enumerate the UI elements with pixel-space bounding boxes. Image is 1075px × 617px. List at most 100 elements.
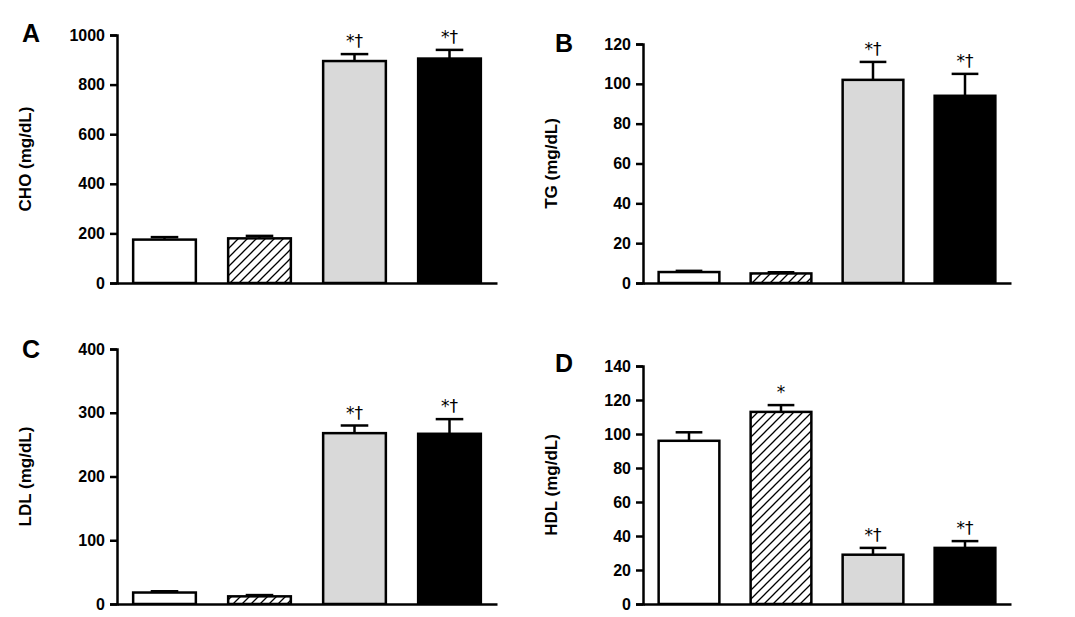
y-tick: 60 [613,494,643,511]
y-tick-mark [110,84,117,87]
plot-area [659,405,996,604]
y-tick: 60 [613,155,643,172]
y-tick-mark [636,43,643,46]
y-tick-mark [636,433,643,436]
y-tick: 20 [613,235,643,252]
x-axis-line [644,282,1012,285]
plot-area [659,62,996,283]
y-tick-mark [636,163,643,166]
error-bar-cap [436,418,464,421]
error-bar-cap [952,540,979,543]
panel-title: D [555,349,573,377]
error-bar [768,272,795,273]
x-axis [118,283,498,284]
error-bar [151,237,179,239]
x-axis-line [644,603,1012,606]
bar [323,433,386,604]
error-bar-cap [151,236,179,239]
panel: 020406080100120*†*†BTG (mg/dL) [542,29,1012,292]
error-bar-cap [952,73,979,76]
y-tick-label: 0 [96,596,105,613]
plot-area [133,419,481,604]
y-tick-mark [110,34,117,37]
error-bar-cap [341,53,369,56]
y-tick-label: 20 [613,562,631,579]
y-tick-mark [636,203,643,206]
y-tick-mark [636,83,643,86]
error-bar-cap [860,61,887,64]
y-tick-mark [110,348,117,351]
error-bar [676,271,703,272]
annotation: *† [865,39,883,59]
error-bar [436,50,464,59]
y-axis-line [110,350,118,605]
y-tick: 80 [613,115,643,132]
bar [228,238,291,283]
y-tick-label: 100 [78,532,105,549]
panel-title: B [555,29,573,57]
annotation: *† [865,525,883,545]
y-tick-mark [110,476,117,479]
error-bar-cap [768,271,795,274]
figure: 02004006008001000*†*†ACHO (mg/dL)0204060… [0,0,1075,617]
bar [228,596,291,604]
y-tick-label: 0 [96,275,105,292]
y-tick-mark [636,535,643,538]
panel: 02004006008001000*†*†ACHO (mg/dL) [16,19,498,292]
bar [843,555,904,604]
y-tick: 100 [604,426,643,443]
error-bar [676,432,703,441]
y-tick-mark [636,501,643,504]
y-axis: 020406080100120140 [604,358,643,613]
y-tick: 600 [78,126,117,143]
y-tick: 20 [613,562,643,579]
error-bar [246,595,274,596]
y-tick-label: 200 [78,225,105,242]
y-axis-title: LDL (mg/dL) [16,427,35,527]
y-tick: 200 [78,468,117,485]
y-tick: 0 [96,275,117,292]
panel-title: C [22,335,40,363]
y-tick: 120 [604,36,643,53]
y-tick: 300 [78,404,117,421]
y-tick: 0 [96,596,117,613]
y-tick-label: 80 [613,460,631,477]
y-tick-label: 60 [613,494,631,511]
y-tick-mark [110,540,117,543]
annotation: *† [346,31,364,51]
error-bar [952,74,979,96]
error-bar-cap [246,235,274,238]
error-bar [768,405,795,412]
y-tick-label: 0 [622,596,631,613]
error-bar-cap [676,270,703,273]
bar [751,273,812,283]
y-tick: 100 [604,75,643,92]
y-tick: 1000 [69,27,117,44]
error-bar-stem [872,62,875,80]
error-bar [341,426,369,434]
error-bar-cap [151,590,179,593]
annotation: *† [346,403,364,423]
y-axis-title: CHO (mg/dL) [16,107,35,212]
y-tick-label: 100 [604,75,631,92]
y-axis-line [636,367,644,605]
y-tick-label: 20 [613,235,631,252]
y-tick-mark [636,365,643,368]
x-axis-line [118,282,498,285]
annotation: *† [957,518,975,538]
y-axis: 02004006008001000 [69,27,117,292]
y-tick-label: 400 [78,341,105,358]
error-bar-cap [768,404,795,407]
y-tick-label: 80 [613,115,631,132]
x-axis [118,604,498,605]
y-tick-mark [636,282,643,285]
y-tick: 0 [622,275,643,292]
bar [418,434,481,604]
panel-title: A [22,19,40,47]
plot-area [133,50,481,283]
y-axis-title: HDL (mg/dL) [542,434,561,536]
y-tick-label: 100 [604,426,631,443]
y-tick-label: 140 [604,358,631,375]
error-bar-cap [676,431,703,434]
error-bar [151,591,179,592]
